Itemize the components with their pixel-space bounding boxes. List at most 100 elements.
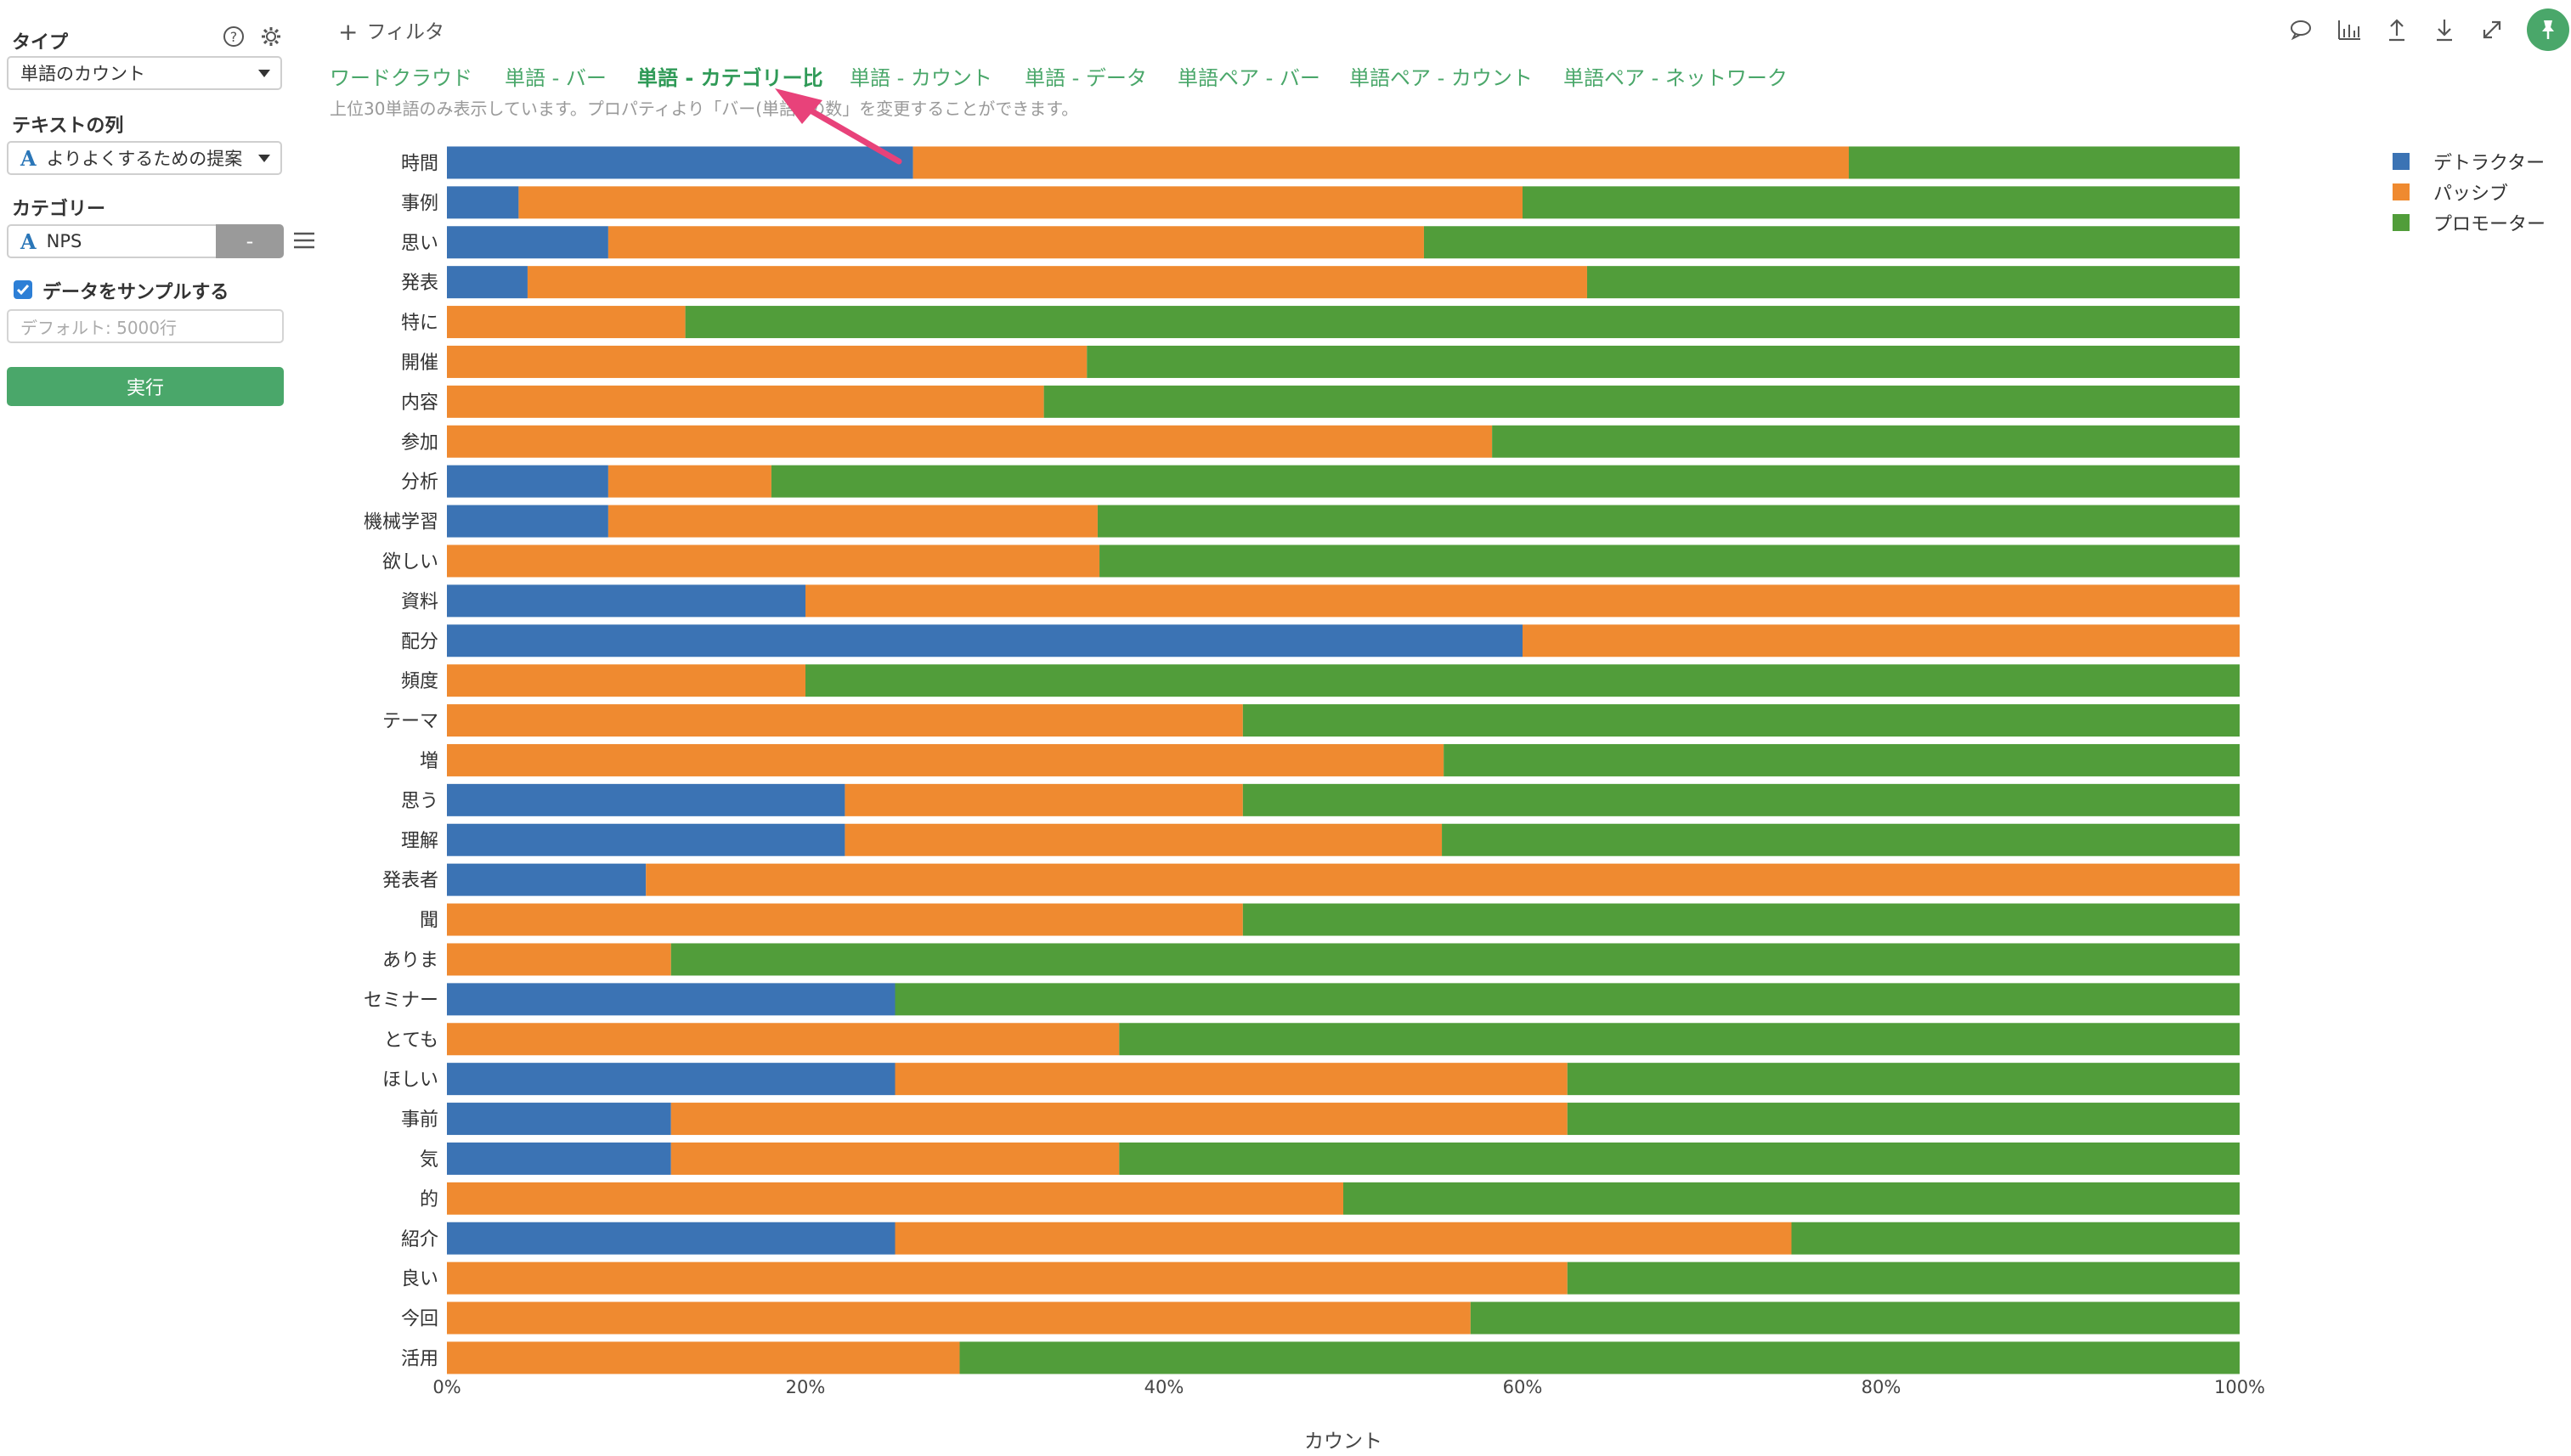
bar-segment[interactable]: [1523, 186, 2240, 219]
bar-segment[interactable]: [447, 863, 647, 896]
add-filter-button[interactable]: + フィルタ: [338, 15, 444, 46]
bar-segment[interactable]: [845, 823, 1443, 856]
bar-segment[interactable]: [447, 465, 608, 498]
bar-segment[interactable]: [1492, 425, 2240, 458]
bar-segment[interactable]: [447, 1142, 671, 1175]
bar-segment[interactable]: [1423, 226, 2240, 259]
bar-segment[interactable]: [607, 465, 771, 498]
help-icon[interactable]: ?: [223, 25, 245, 51]
bar-segment[interactable]: [1791, 1222, 2240, 1255]
bar-segment[interactable]: [1043, 385, 2240, 418]
bar-segment[interactable]: [447, 1023, 1120, 1056]
bar-segment[interactable]: [447, 345, 1088, 378]
bar-segment[interactable]: [646, 863, 2240, 896]
bar-segment[interactable]: [527, 266, 1587, 299]
bar-segment[interactable]: [447, 146, 913, 179]
bar-segment[interactable]: [447, 823, 845, 856]
bar-segment[interactable]: [1119, 1142, 2240, 1175]
bar-segment[interactable]: [959, 1341, 2240, 1374]
bar-segment[interactable]: [895, 983, 2240, 1016]
bar-segment[interactable]: [447, 226, 608, 259]
tab-word-cloud[interactable]: ワードクラウド: [330, 66, 472, 90]
bar-segment[interactable]: [1442, 823, 2240, 856]
legend-item-detractor[interactable]: デトラクター: [2393, 146, 2546, 177]
bar-segment[interactable]: [447, 266, 528, 299]
bar-segment[interactable]: [685, 306, 2240, 339]
bar-segment[interactable]: [895, 1063, 1568, 1096]
bar-segment[interactable]: [447, 943, 671, 976]
bar-segment[interactable]: [447, 1261, 1568, 1295]
bar-segment[interactable]: [447, 1222, 896, 1255]
bar-segment[interactable]: [670, 1103, 1568, 1136]
bar-segment[interactable]: [1567, 1063, 2240, 1096]
bar-segment[interactable]: [1567, 1103, 2240, 1136]
bar-segment[interactable]: [447, 1341, 960, 1374]
bar-segment[interactable]: [447, 545, 1100, 578]
legend-item-passive[interactable]: パッシブ: [2393, 177, 2546, 207]
tab-word-pair-network[interactable]: 単語ペア - ネットワーク: [1563, 66, 1788, 90]
bar-segment[interactable]: [607, 505, 1098, 538]
category-select[interactable]: A NPS: [7, 224, 218, 258]
bar-segment[interactable]: [771, 465, 2240, 498]
bar-segment[interactable]: [447, 425, 1493, 458]
bar-segment[interactable]: [1119, 1023, 2240, 1056]
chart-icon[interactable]: [2337, 17, 2362, 42]
bar-segment[interactable]: [670, 943, 2240, 976]
bar-segment[interactable]: [1343, 1182, 2240, 1215]
bar-segment[interactable]: [607, 226, 1424, 259]
bar-segment[interactable]: [447, 1182, 1343, 1215]
tab-word-bar[interactable]: 単語 - バー: [505, 66, 607, 90]
bar-segment[interactable]: [1586, 266, 2240, 299]
sample-checkbox[interactable]: [14, 280, 32, 299]
upload-icon[interactable]: [2384, 17, 2410, 42]
tab-word-pair-bar[interactable]: 単語ペア - バー: [1178, 66, 1320, 90]
tab-word-category-ratio[interactable]: 単語 - カテゴリー比: [637, 66, 823, 90]
download-icon[interactable]: [2432, 17, 2457, 42]
bar-segment[interactable]: [447, 385, 1044, 418]
tab-word-pair-count[interactable]: 単語ペア - カウント: [1349, 66, 1533, 90]
bar-segment[interactable]: [895, 1222, 1792, 1255]
tab-word-count[interactable]: 単語 - カウント: [850, 66, 992, 90]
bar-segment[interactable]: [1849, 146, 2240, 179]
bar-segment[interactable]: [447, 983, 896, 1016]
bar-segment[interactable]: [447, 624, 1523, 657]
bar-segment[interactable]: [1087, 345, 2240, 378]
bar-segment[interactable]: [1242, 903, 2240, 936]
gear-icon[interactable]: [260, 25, 282, 51]
bar-segment[interactable]: [447, 743, 1444, 776]
legend-item-promoter[interactable]: プロモーター: [2393, 207, 2546, 238]
bar-segment[interactable]: [518, 186, 1523, 219]
pin-button[interactable]: [2527, 8, 2569, 51]
category-clear-button[interactable]: -: [216, 224, 284, 258]
bar-segment[interactable]: [447, 664, 805, 697]
bar-segment[interactable]: [913, 146, 1850, 179]
run-button[interactable]: 実行: [7, 367, 284, 406]
bar-segment[interactable]: [1099, 545, 2240, 578]
bar-segment[interactable]: [447, 306, 686, 339]
type-select[interactable]: 単語のカウント: [7, 56, 282, 90]
bar-segment[interactable]: [447, 1301, 1471, 1335]
bar-segment[interactable]: [1242, 704, 2240, 737]
bar-segment[interactable]: [1242, 783, 2240, 816]
bar-segment[interactable]: [1470, 1301, 2240, 1335]
comment-icon[interactable]: [2288, 17, 2314, 42]
bar-segment[interactable]: [447, 1063, 896, 1096]
bar-segment[interactable]: [1444, 743, 2240, 776]
text-column-select[interactable]: A よりよくするための提案: [7, 141, 282, 175]
bar-segment[interactable]: [1523, 624, 2240, 657]
expand-icon[interactable]: [2479, 17, 2505, 42]
tab-word-data[interactable]: 単語 - データ: [1025, 66, 1147, 90]
sample-size-input[interactable]: デフォルト: 5000行: [7, 309, 284, 343]
bar-segment[interactable]: [447, 903, 1243, 936]
bar-segment[interactable]: [805, 664, 2240, 697]
menu-icon[interactable]: [294, 231, 314, 253]
bar-segment[interactable]: [447, 505, 608, 538]
bar-segment[interactable]: [670, 1142, 1120, 1175]
bar-segment[interactable]: [805, 584, 2240, 618]
bar-segment[interactable]: [845, 783, 1243, 816]
bar-segment[interactable]: [1567, 1261, 2240, 1295]
bar-segment[interactable]: [447, 186, 519, 219]
bar-segment[interactable]: [447, 783, 845, 816]
bar-segment[interactable]: [1097, 505, 2240, 538]
bar-segment[interactable]: [447, 1103, 671, 1136]
